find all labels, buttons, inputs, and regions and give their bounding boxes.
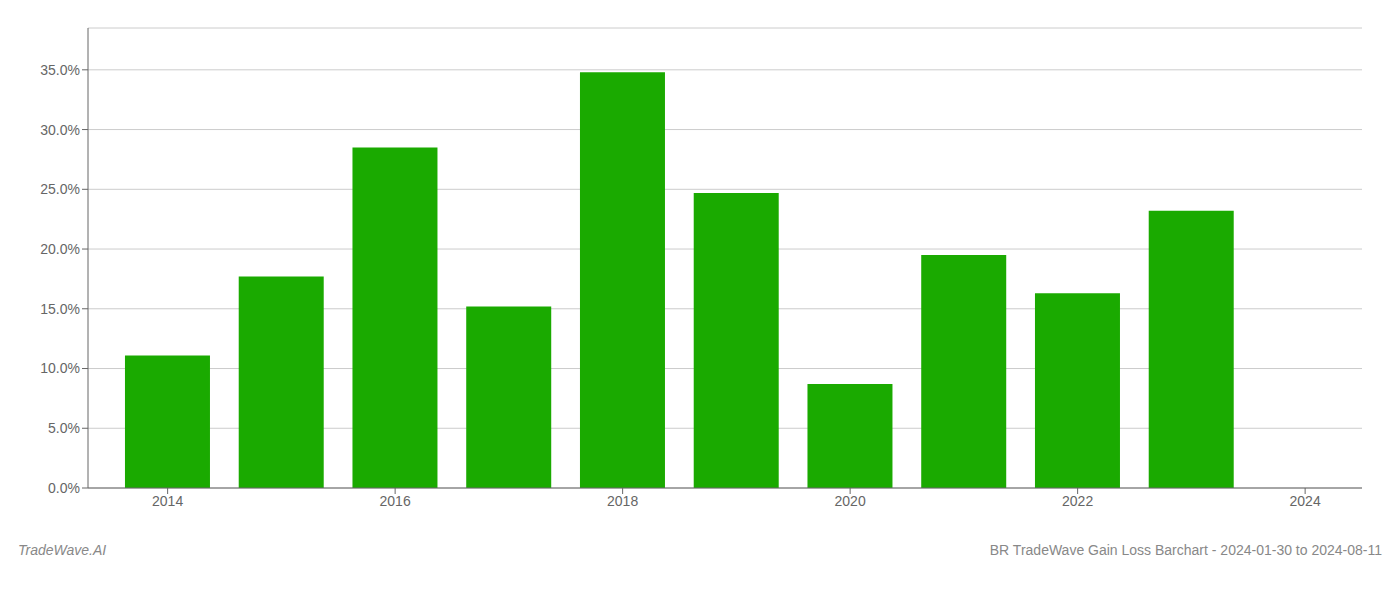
- svg-text:0.0%: 0.0%: [48, 480, 80, 496]
- svg-text:2016: 2016: [380, 493, 411, 509]
- svg-text:5.0%: 5.0%: [48, 420, 80, 436]
- svg-text:10.0%: 10.0%: [40, 360, 80, 376]
- svg-text:2018: 2018: [607, 493, 638, 509]
- svg-text:15.0%: 15.0%: [40, 301, 80, 317]
- svg-text:2024: 2024: [1290, 493, 1321, 509]
- html-text:TradeWave.AI: TradeWave.AI: [18, 542, 107, 558]
- svg-text:35.0%: 35.0%: [40, 62, 80, 78]
- svg-text:2020: 2020: [835, 493, 866, 509]
- svg-text:25.0%: 25.0%: [40, 181, 80, 197]
- svg-text:20.0%: 20.0%: [40, 241, 80, 257]
- html-text:BR TradeWave Gain Loss Barchar: BR TradeWave Gain Loss Barchart - 2024-0…: [989, 542, 1382, 558]
- svg-text:30.0%: 30.0%: [40, 122, 80, 138]
- svg-text:2022: 2022: [1062, 493, 1093, 509]
- svg-text:2014: 2014: [152, 493, 183, 509]
